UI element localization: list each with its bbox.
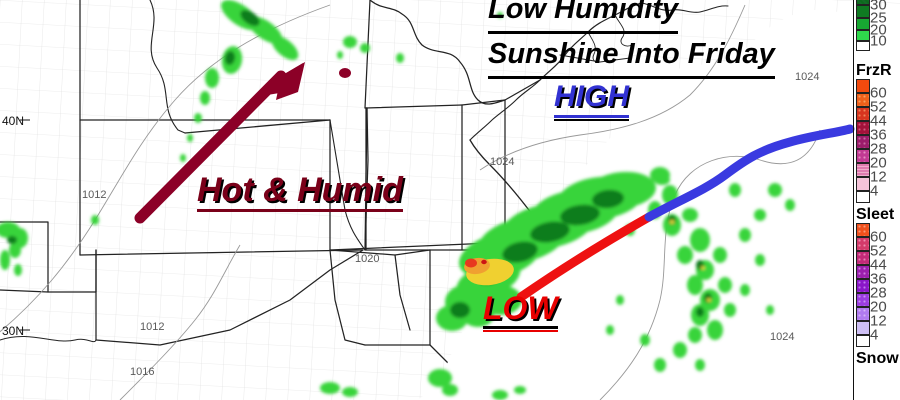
svg-text:1020: 1020 (355, 253, 379, 265)
svg-text:1024: 1024 (490, 156, 514, 168)
svg-text:30N: 30N (2, 324, 24, 338)
svg-text:1024: 1024 (795, 71, 819, 83)
svg-text:40N: 40N (2, 114, 24, 128)
svg-text:1016: 1016 (130, 366, 154, 378)
svg-text:1024: 1024 (770, 331, 794, 343)
svg-text:1012: 1012 (82, 189, 106, 201)
svg-text:1012: 1012 (140, 321, 164, 333)
